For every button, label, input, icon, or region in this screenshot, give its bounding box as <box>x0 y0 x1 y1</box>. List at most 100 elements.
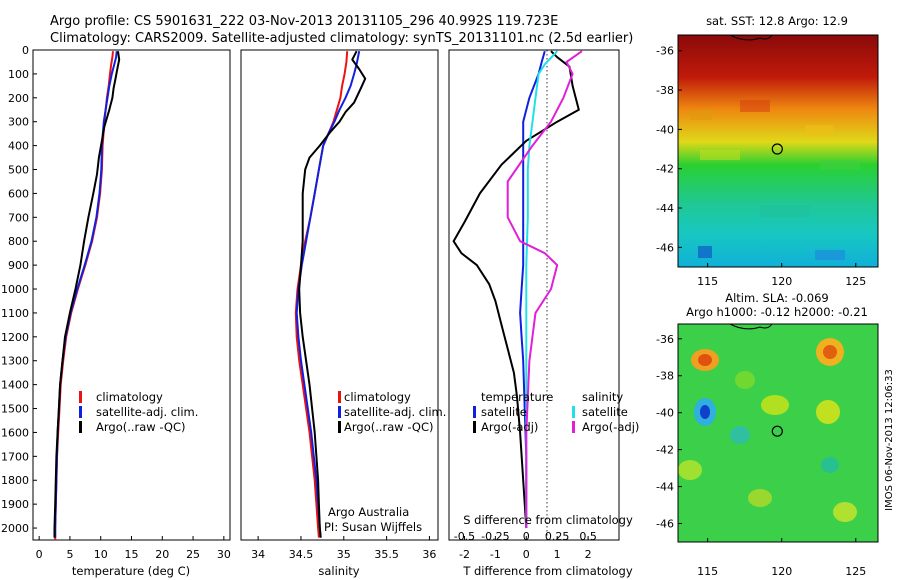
map-lat-tick-label: -44 <box>656 481 674 494</box>
difference-legend-temperature: temperature satellite Argo(-adj) <box>473 390 553 434</box>
x-tick-label: 1 <box>554 548 561 561</box>
series-line-argo-raw-qc <box>53 51 121 538</box>
temperature-panel: 0100200300400500600700800900100011001200… <box>1 44 453 578</box>
map-lon-tick-label: 120 <box>771 275 792 288</box>
legend-swatch-satellite <box>79 406 82 418</box>
series-line-salinity-argo-adj <box>506 50 583 528</box>
map-lon-tick-label: 115 <box>697 565 718 578</box>
sla-map-coastline <box>729 323 773 330</box>
depth-tick-label: 100 <box>8 68 29 81</box>
depth-tick-label: 600 <box>8 187 29 200</box>
depth-tick-label: 1200 <box>1 331 29 344</box>
legend-swatch-s-argo <box>572 421 575 433</box>
difference-panel: -2 -1 0 1 2 -0.5 -0.25 0 0.25 0.5 S difference f… <box>448 49 639 578</box>
depth-tick-label: 1100 <box>1 307 29 320</box>
legend-title-salinity: salinity <box>582 390 623 404</box>
depth-tick-label: 1300 <box>1 355 29 368</box>
series-line-salinity-satellite <box>525 50 558 528</box>
depth-tick-label: 400 <box>8 140 29 153</box>
legend-label-satellite: satellite-adj. clim. <box>96 405 198 419</box>
sst-map-frame <box>677 34 879 268</box>
salinity-panel: 34 34.5 35 35.5 36 salinity climatology sate… <box>240 49 446 578</box>
x-tick-label: 20 <box>155 548 169 561</box>
depth-tick-label: 900 <box>8 259 29 272</box>
s-diff-tick-label: 0 <box>523 530 530 543</box>
map-lat-tick-label: -40 <box>656 123 674 136</box>
depth-tick-label: 0 <box>22 44 29 57</box>
map-lat-tick-label: -40 <box>656 407 674 420</box>
sla-map-anomalies <box>678 338 857 522</box>
sst-map-title: sat. SST: 12.8 Argo: 12.9 <box>706 14 848 28</box>
map-lat-tick-label: -38 <box>656 370 674 383</box>
map-lat-tick-label: -42 <box>656 444 674 457</box>
x-tick-label: 2 <box>585 548 592 561</box>
sla-map-frame <box>677 323 879 543</box>
sst-argo-location-marker <box>771 143 783 155</box>
sla-map-title-line1: Altim. SLA: -0.069 <box>725 291 829 305</box>
s-diff-tick-label: -0.5 <box>454 530 475 543</box>
sla-map-title-line2: Argo h1000: -0.12 h2000: -0.21 <box>686 305 868 319</box>
map-lat-tick-label: -42 <box>656 163 674 176</box>
depth-tick-label: 1500 <box>1 403 29 416</box>
legend-swatch-s-satellite <box>572 406 575 418</box>
map-lon-tick-label: 125 <box>845 275 866 288</box>
map-lat-tick-label: -36 <box>656 45 674 58</box>
s-diff-tick-label: 0.25 <box>545 530 570 543</box>
temperature-axes-frame <box>32 49 231 541</box>
salinity-lines <box>294 50 367 538</box>
x-tick-label: 34 <box>251 548 265 561</box>
depth-tick-label: 200 <box>8 92 29 105</box>
depth-tick-label: 700 <box>8 211 29 224</box>
salinity-xlabel: salinity <box>318 564 359 578</box>
map-lat-tick-label: -36 <box>656 333 674 346</box>
depth-tick-label: 1700 <box>1 450 29 463</box>
sla-map-axes: 115 120 125 -36 -38 -40 -42 -44 -46 <box>656 333 866 578</box>
map-lat-tick-label: -46 <box>656 518 674 531</box>
x-tick-label: 35 <box>337 548 351 561</box>
x-tick-label: 35.5 <box>374 548 399 561</box>
depth-axis: 0 100 200 300 400 500 600 700 800 900 1000 1100 1200… <box>1 44 453 535</box>
figure-title-line1: Argo profile: CS 5901631_222 03-Nov-2013… <box>50 14 558 29</box>
x-tick-label: 30 <box>217 548 231 561</box>
legend-swatch-climatology <box>338 391 341 403</box>
x-tick-label: 36 <box>422 548 436 561</box>
x-tick-label: 34.5 <box>289 548 314 561</box>
difference-axes-frame <box>448 49 620 541</box>
legend-label-argo: Argo(..raw -QC) <box>344 420 434 434</box>
series-line-satellite-adj-clim <box>295 51 361 538</box>
legend-swatch-t-satellite <box>473 406 476 418</box>
t-difference-x-axis: -2 -1 0 1 2 <box>459 536 592 561</box>
temperature-xlabel: temperature (deg C) <box>72 564 190 578</box>
t-difference-xlabel: T difference from climatology <box>462 564 633 578</box>
x-tick-label: 5 <box>66 548 73 561</box>
legend-label-climatology: climatology <box>344 390 411 404</box>
sst-map-coastline <box>729 34 773 41</box>
salinity-x-axis: 34 34.5 35 35.5 36 <box>251 536 436 561</box>
sst-map-texture <box>690 100 860 260</box>
temperature-x-axis: 0 5 10 15 20 25 30 <box>36 536 231 561</box>
map-lon-tick-label: 120 <box>771 565 792 578</box>
depth-tick-label: 500 <box>8 164 29 177</box>
salinity-annotation-institution: Argo Australia <box>328 505 409 519</box>
x-tick-label: 0 <box>36 548 43 561</box>
map-lon-tick-label: 115 <box>697 275 718 288</box>
legend-label-s-argo: Argo(-adj) <box>582 420 639 434</box>
s-difference-axis: -0.5 -0.25 0 0.25 0.5 <box>454 530 597 543</box>
legend-label-satellite: satellite-adj. clim. <box>344 405 446 419</box>
series-line-satellite <box>519 50 546 528</box>
sla-map-panel: Altim. SLA: -0.069 Argo h1000: -0.12 h20… <box>656 291 879 578</box>
depth-tick-label: 2000 <box>1 522 29 535</box>
legend-label-s-satellite: satellite <box>582 405 628 419</box>
temperature-legend: climatology satellite-adj. clim. Argo(..… <box>79 390 198 434</box>
series-line-argo-adj <box>452 50 580 529</box>
depth-tick-label: 1400 <box>1 379 29 392</box>
s-difference-label: S difference from climatology <box>463 513 633 527</box>
legend-label-argo: Argo(..raw -QC) <box>96 420 186 434</box>
depth-tick-label: 1600 <box>1 426 29 439</box>
s-diff-tick-label: -0.25 <box>481 530 509 543</box>
legend-label-climatology: climatology <box>96 390 163 404</box>
s-diff-tick-label: 0.5 <box>579 530 597 543</box>
side-timestamp-stamp: IMOS 06-Nov-2013 12:06:33 <box>884 369 895 511</box>
depth-tick-label: 1000 <box>1 283 29 296</box>
